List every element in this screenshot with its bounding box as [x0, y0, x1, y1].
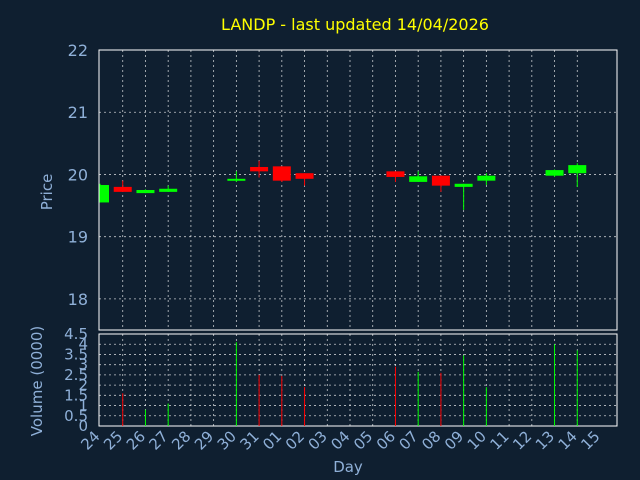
candle-body [386, 171, 405, 177]
price-plot-frame [98, 49, 618, 331]
x-axis-label: Day [333, 458, 363, 476]
candle-body [431, 175, 450, 186]
volume-y-tick: 4 [78, 335, 88, 353]
candle-body [295, 173, 314, 179]
price-y-tick: 19 [68, 228, 88, 247]
volume-y-tick: 3.5 [64, 345, 88, 363]
volume-panel: 00.511.522.533.544.5 Volume (0000) [28, 325, 618, 436]
candle-body [250, 166, 269, 172]
volume-y-tick: 4.5 [64, 325, 88, 343]
volume-y-tick: 0 [78, 417, 88, 435]
candle-body [113, 186, 132, 192]
candle-body [409, 176, 428, 182]
volume-y-tick: 1 [78, 397, 88, 415]
candle-body [100, 185, 109, 203]
volume-grid [99, 333, 617, 427]
price-panel: 18 19 20 21 22 Price [38, 41, 618, 331]
volume-y-ticks: 00.511.522.533.544.5 [64, 325, 88, 435]
volume-y-tick: 2.5 [64, 366, 88, 384]
x-tick-label: 15 [577, 427, 603, 453]
chart-title: LANDP - last updated 14/04/2026 [221, 15, 489, 34]
volume-y-tick: 0.5 [64, 407, 88, 425]
candle-body [227, 178, 246, 181]
volume-y-label: Volume (0000) [28, 326, 46, 436]
volume-plot-frame [98, 333, 618, 427]
price-grid [99, 49, 617, 330]
volume-y-tick: 2 [78, 376, 88, 394]
price-y-tick: 22 [68, 41, 88, 60]
candle-body [136, 190, 155, 194]
volume-y-tick: 1.5 [64, 386, 88, 404]
candles [99, 160, 587, 210]
price-y-tick: 18 [68, 290, 88, 309]
candle-body [159, 188, 178, 192]
price-y-tick: 21 [68, 103, 88, 122]
candle-body [477, 175, 496, 181]
volume-y-tick: 3 [78, 356, 88, 374]
price-y-tick: 20 [68, 165, 88, 184]
candle-body [545, 170, 564, 176]
x-ticks: 2425262728293031010203040506070809101112… [77, 427, 603, 453]
candle-body [272, 166, 291, 181]
candle-body [454, 183, 473, 187]
candle-body [568, 165, 587, 174]
volume-bars [122, 342, 578, 426]
price-y-ticks: 18 19 20 21 22 [68, 41, 88, 309]
price-y-label: Price [38, 174, 56, 211]
